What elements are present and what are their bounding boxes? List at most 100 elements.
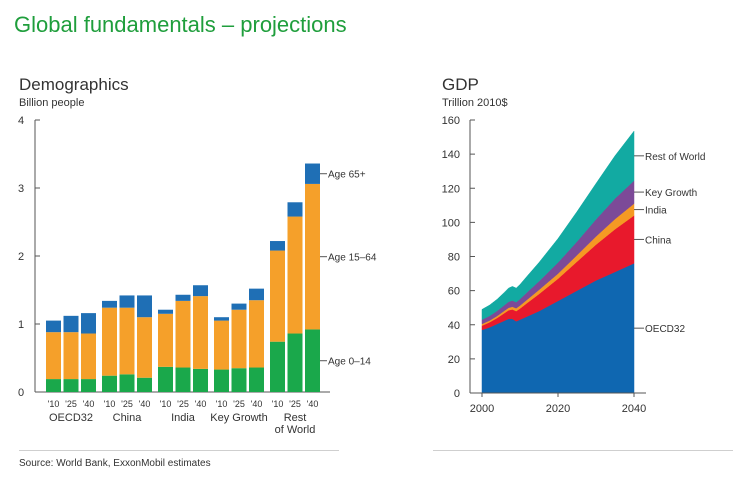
divider-right: [433, 450, 733, 451]
demographics-group-label: Rest: [284, 412, 307, 424]
demographics-bar-china-age-15-64: [119, 307, 135, 375]
demographics-bar-key-growth-age-65: [249, 288, 264, 301]
demographics-bar-china-age-0-14: [102, 375, 117, 392]
gdp-y-tick-label: 0: [454, 388, 460, 400]
demographics-bar-india-age-65: [175, 294, 191, 301]
demographics-year-label: '40: [139, 399, 151, 409]
gdp-y-tick-label: 60: [448, 286, 460, 298]
demographics-year-label: '25: [233, 399, 245, 409]
demographics-year-label: '25: [65, 399, 77, 409]
demographics-bar-oecd32-age-65: [63, 315, 79, 333]
gdp-y-tick-label: 120: [442, 183, 460, 195]
demographics-bar-key-growth-age-0-14: [231, 368, 247, 392]
demographics-bar-rest-of-world-age-65: [305, 163, 320, 184]
demographics-group-label: India: [171, 412, 196, 424]
gdp-legend-key-growth: Key Growth: [645, 188, 697, 199]
gdp-y-tick-label: 20: [448, 354, 460, 366]
demographics-y-tick-label: 4: [18, 115, 24, 127]
demographics-year-label: '25: [121, 399, 133, 409]
demographics-y-tick-label: 1: [18, 319, 24, 331]
demographics-group-label: of World: [275, 424, 316, 436]
demographics-bar-key-growth-age-65: [231, 303, 247, 310]
demographics-group-label: OECD32: [49, 412, 93, 424]
demographics-legend-age-0-14: Age 0–14: [328, 357, 371, 368]
divider-left: [19, 450, 339, 451]
demographics-group-label: China: [113, 412, 143, 424]
demographics-bar-rest-of-world-age-0-14: [270, 341, 285, 392]
demographics-year-label: '25: [289, 399, 301, 409]
gdp-legend-china: China: [645, 235, 672, 246]
gdp-x-tick-label: 2020: [546, 403, 570, 415]
demographics-bar-rest-of-world-age-15-64: [270, 250, 285, 342]
gdp-y-tick-label: 140: [442, 149, 460, 161]
demographics-y-tick-label: 0: [18, 387, 24, 399]
demographics-bar-china-age-65: [102, 300, 117, 308]
gdp-legend-rest-of-world: Rest of World: [645, 152, 705, 163]
demographics-bar-oecd32-age-0-14: [46, 379, 61, 392]
demographics-bar-india-age-15-64: [158, 313, 173, 367]
demographics-bar-key-growth-age-15-64: [231, 309, 247, 369]
gdp-area-rest-of-world: [481, 130, 635, 320]
demographics-bar-rest-of-world-age-0-14: [287, 333, 303, 392]
demographics-bar-rest-of-world-age-65: [287, 202, 303, 217]
demographics-bar-china-age-15-64: [102, 307, 117, 376]
demographics-bar-india-age-0-14: [175, 367, 191, 392]
demographics-bar-key-growth-age-15-64: [249, 300, 264, 368]
demographics-year-label: '10: [104, 399, 116, 409]
demographics-bar-rest-of-world-age-65: [270, 241, 285, 251]
gdp-x-tick-label: 2040: [622, 403, 646, 415]
gdp-y-tick-label: 100: [442, 217, 460, 229]
gdp-legend-oecd32: OECD32: [645, 324, 685, 335]
demographics-bar-china-age-0-14: [119, 374, 135, 392]
demographics-bar-oecd32-age-65: [46, 320, 61, 333]
gdp-legend-india: India: [645, 206, 667, 217]
gdp-x-tick-label: 2000: [470, 403, 494, 415]
demographics-bar-oecd32-age-15-64: [63, 332, 79, 380]
demographics-year-label: '10: [216, 399, 228, 409]
demographics-bar-oecd32-age-65: [81, 313, 96, 334]
demographics-year-label: '25: [177, 399, 189, 409]
demographics-y-axis-label: Billion people: [19, 97, 84, 109]
demographics-bar-china-age-65: [137, 295, 152, 318]
demographics-bar-oecd32-age-0-14: [63, 379, 79, 392]
demographics-bar-key-growth-age-15-64: [214, 320, 229, 370]
demographics-bar-india-age-65: [193, 285, 208, 297]
gdp-chart: GDP Trillion 2010$ OECD32 China India Key G…: [442, 75, 706, 415]
demographics-year-label: '10: [160, 399, 172, 409]
gdp-y-tick-label: 80: [448, 252, 460, 264]
demographics-bar-china-age-0-14: [137, 377, 152, 392]
demographics-y-tick-label: 3: [18, 183, 24, 195]
demographics-bar-india-age-15-64: [193, 296, 208, 369]
demographics-bar-india-age-0-14: [193, 368, 208, 392]
demographics-bar-china-age-65: [119, 295, 135, 308]
demographics-bar-key-growth-age-0-14: [214, 369, 229, 392]
demographics-title: Demographics: [19, 75, 129, 94]
demographics-bar-oecd32-age-15-64: [46, 332, 61, 380]
demographics-bar-oecd32-age-0-14: [81, 379, 96, 392]
demographics-bar-india-age-65: [158, 309, 173, 314]
demographics-year-label: '40: [83, 399, 95, 409]
source-note: Source: World Bank, ExxonMobil estimates: [19, 458, 211, 469]
demographics-bar-rest-of-world-age-15-64: [287, 216, 303, 334]
demographics-bar-china-age-15-64: [137, 317, 152, 378]
gdp-y-tick-label: 40: [448, 320, 460, 332]
gdp-y-axis-label: Trillion 2010$: [442, 97, 508, 109]
demographics-bar-rest-of-world-age-0-14: [305, 329, 320, 392]
demographics-bar-key-growth-age-65: [214, 317, 229, 321]
demographics-year-label: '10: [272, 399, 284, 409]
gdp-title: GDP: [442, 75, 479, 94]
demographics-year-label: '40: [195, 399, 207, 409]
demographics-bar-india-age-15-64: [175, 300, 191, 368]
demographics-bar-india-age-0-14: [158, 366, 173, 392]
page-title: Global fundamentals – projections: [14, 12, 347, 37]
demographics-bar-oecd32-age-15-64: [81, 333, 96, 380]
gdp-y-tick-label: 160: [442, 115, 460, 127]
demographics-legend-age-15-64: Age 15–64: [328, 253, 377, 264]
demographics-chart: Demographics Billion people 0 1 2 3 4 '10 '25 '…: [18, 75, 377, 436]
demographics-y-tick-label: 2: [18, 251, 24, 263]
demographics-legend-age-65: Age 65+: [328, 170, 366, 181]
demographics-year-label: '10: [48, 399, 60, 409]
demographics-year-label: '40: [251, 399, 263, 409]
demographics-group-label: Key Growth: [210, 412, 267, 424]
